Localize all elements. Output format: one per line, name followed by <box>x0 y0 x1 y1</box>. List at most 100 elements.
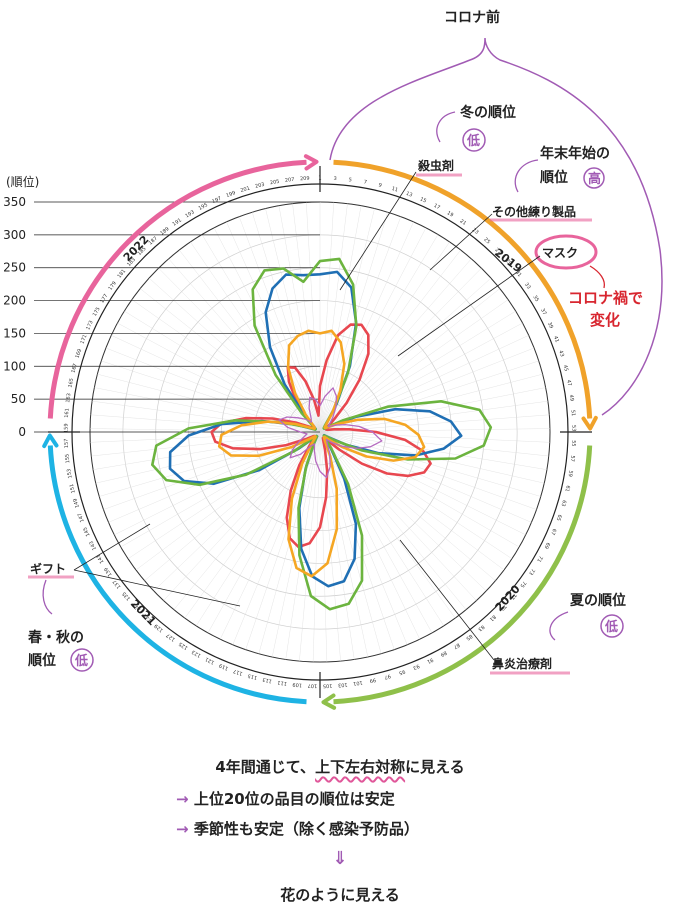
radial-axis-label: (順位) <box>6 174 39 189</box>
radial-tick-label: 250 <box>3 261 26 275</box>
angular-tick-label: 189 <box>159 226 170 237</box>
season-arc <box>47 445 307 705</box>
angular-tick-label: 133 <box>131 602 142 613</box>
angular-tick-label: 69 <box>543 541 551 549</box>
angular-tick-label: 15 <box>419 196 427 204</box>
angular-tick-label: 5 <box>348 177 352 183</box>
angular-tick-label: 85 <box>465 633 474 642</box>
grid-spoke <box>319 322 523 433</box>
spring-arrow <box>42 579 53 615</box>
angular-tick-label: 49 <box>568 394 575 401</box>
summary-down-arrow: ⇓ <box>332 848 348 869</box>
angular-tick-label: 135 <box>121 590 132 601</box>
angular-tick-label: 43 <box>557 350 565 358</box>
other-fish-label: その他練り製品 <box>492 204 576 219</box>
angular-tick-label: 59 <box>567 470 574 477</box>
radial-tick-label: 300 <box>3 228 26 242</box>
angular-tick-label: 33 <box>523 282 532 291</box>
pre-covid-label: コロナ前 <box>444 9 500 26</box>
grid-spoke <box>319 431 550 443</box>
angular-tick-label: 197 <box>211 196 222 205</box>
grid-spoke <box>111 335 321 433</box>
rhinitis-label: 鼻炎治療剤 <box>492 656 552 671</box>
radial-axis: 0 50 100 150 200 250 300 350 <box>3 195 320 439</box>
covid-change-line2: 変化 <box>590 311 620 329</box>
grid-spoke <box>319 202 334 433</box>
angular-tick-label: 165 <box>67 378 75 389</box>
angular-tick-label: 81 <box>488 613 497 622</box>
angular-tick-label: 183 <box>126 257 137 268</box>
angular-tick-label: 35 <box>531 294 539 303</box>
angular-ticks: 1357911131517192123252729313335373941434… <box>48 166 592 698</box>
season-arc-arrowhead <box>321 693 337 710</box>
grid-spoke <box>319 221 414 433</box>
angular-tick-label: 3 <box>333 176 337 182</box>
angular-tick-label: 161 <box>64 408 71 418</box>
angular-tick-label: 71 <box>535 554 543 563</box>
grid-spoke <box>319 431 505 571</box>
season-arc-arrowhead <box>581 415 598 431</box>
grid-spoke <box>319 277 492 433</box>
radial-tick-label: 100 <box>3 359 26 373</box>
grid-spoke <box>140 288 321 433</box>
season-arcs <box>42 154 598 710</box>
angular-tick-label: 173 <box>85 320 94 331</box>
summary-line-1a: 4年間通じて、 <box>215 758 316 776</box>
angular-tick-label: 149 <box>72 498 80 509</box>
grid-spoke <box>319 203 348 433</box>
angular-tick-label: 137 <box>112 578 123 589</box>
angular-tick-label: 37 <box>539 308 547 316</box>
grid-spoke <box>124 310 321 433</box>
radial-tick-label: 0 <box>18 425 26 439</box>
angular-tick-label: 203 <box>255 182 266 190</box>
angular-tick-label: 23 <box>471 227 480 236</box>
grid-spoke <box>173 431 321 610</box>
angular-tick-label: 147 <box>77 512 86 523</box>
grid-spoke <box>319 431 408 645</box>
angular-tick-label: 45 <box>562 364 569 372</box>
angular-tick-label: 209 <box>300 176 310 183</box>
angular-tick-label: 25 <box>482 237 491 246</box>
angular-tick-label: 199 <box>225 190 236 199</box>
grid-spoke <box>312 431 321 662</box>
winter-arrow <box>436 111 456 143</box>
season-arc <box>47 159 307 419</box>
summary-line-4: 花のように見える <box>280 886 400 904</box>
angular-tick-label: 87 <box>452 641 461 649</box>
grid-spoke <box>319 431 382 654</box>
year-label-2020: 2020 <box>493 582 523 614</box>
angular-tick-label: 61 <box>564 485 571 493</box>
angular-tick-label: 177 <box>99 293 109 304</box>
new-year-rank-line2: 順位 <box>540 169 568 186</box>
spring-autumn-mark-circle <box>70 648 94 672</box>
grid-spoke <box>319 299 509 433</box>
angular-tick-label: 187 <box>148 236 159 247</box>
angular-tick-label: 153 <box>66 468 73 478</box>
new-year-mark: 高 <box>588 171 601 187</box>
grid-spoke <box>319 431 549 457</box>
angular-tick-label: 167 <box>71 363 79 374</box>
grid-spoke <box>91 431 321 457</box>
covid-arrow <box>589 265 606 289</box>
grid-spoke <box>292 203 321 433</box>
grid-spoke <box>99 431 321 497</box>
angular-tick-label: 131 <box>142 612 153 623</box>
series-line <box>278 387 383 479</box>
angular-tick-label: 185 <box>137 246 148 257</box>
grid-spoke <box>220 431 321 640</box>
mask-leader <box>397 255 541 357</box>
angular-tick-label: 115 <box>247 672 258 680</box>
angular-tick-label: 159 <box>63 423 69 433</box>
angular-tick-label: 169 <box>75 348 84 359</box>
grid-spoke <box>94 387 321 433</box>
angular-tick-label: 157 <box>64 438 70 448</box>
summary-line-1: 4年間通じて、上下左右対称に見える <box>0 756 680 777</box>
grid-spoke <box>148 277 321 433</box>
grid-spoke <box>319 431 420 640</box>
grid-spoke <box>319 249 461 433</box>
angular-tick-label: 39 <box>546 321 554 329</box>
angular-tick-label: 191 <box>172 217 183 227</box>
angular-tick-label: 117 <box>233 668 244 677</box>
grid-spoke <box>319 431 526 536</box>
